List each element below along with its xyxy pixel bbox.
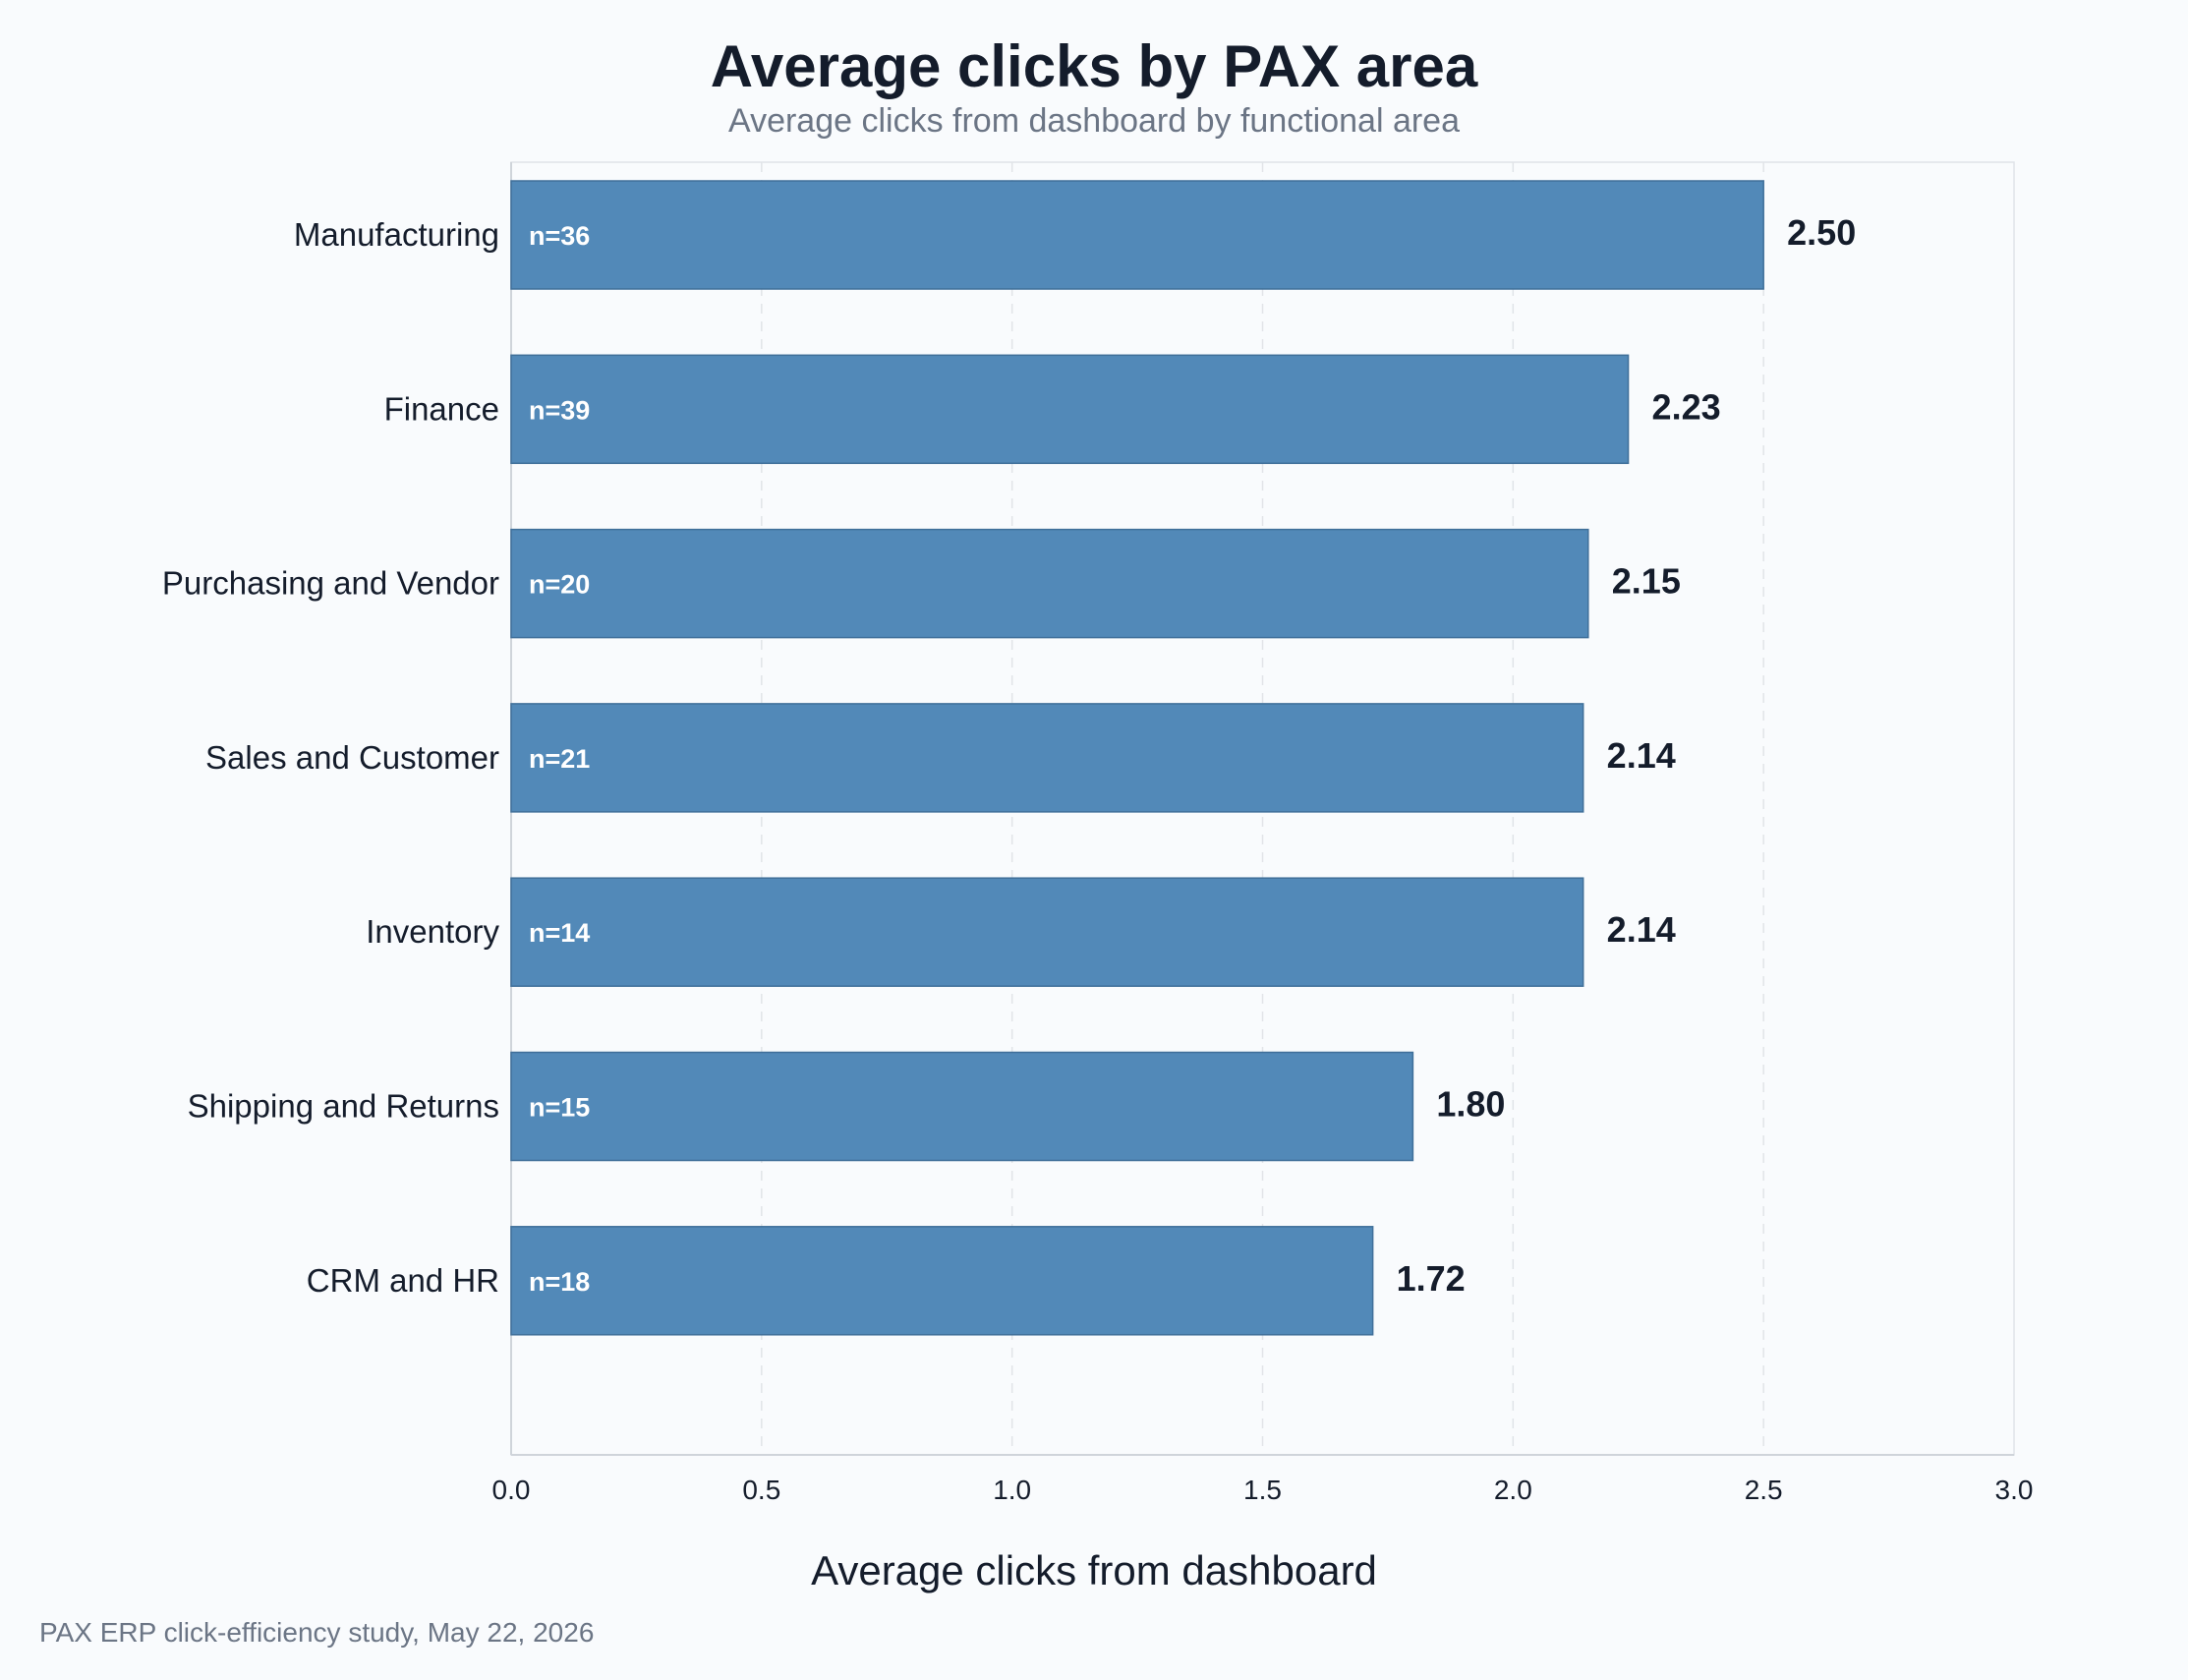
value-label: 2.14: [1607, 909, 1676, 950]
category-label: Purchasing and Vendor: [162, 565, 499, 602]
x-tick-label: 0.5: [742, 1475, 780, 1505]
n-label: n=14: [529, 918, 590, 948]
bar: [510, 877, 1584, 987]
value-label: 2.23: [1652, 386, 1721, 427]
value-label: 2.15: [1612, 561, 1681, 602]
x-axis-label: Average clicks from dashboard: [811, 1547, 1377, 1593]
bar: [510, 1226, 1374, 1336]
bar: [510, 180, 1764, 290]
value-label: 2.14: [1607, 735, 1676, 776]
chart-footer: PAX ERP click-efficiency study, May 22, …: [39, 1617, 594, 1648]
x-tick-label: 2.0: [1494, 1475, 1532, 1505]
n-label: n=18: [529, 1267, 590, 1297]
value-label: 2.50: [1787, 212, 1856, 253]
category-label: Shipping and Returns: [188, 1088, 499, 1125]
bar: [510, 703, 1584, 813]
category-label: CRM and HR: [307, 1262, 499, 1299]
category-label: Inventory: [366, 913, 499, 950]
n-label: n=21: [529, 744, 590, 774]
x-tick-label: 3.0: [1995, 1475, 2034, 1505]
chart-subtitle: Average clicks from dashboard by functio…: [728, 102, 1460, 140]
x-tick-label: 1.5: [1243, 1475, 1282, 1505]
value-label: 1.80: [1436, 1084, 1505, 1125]
x-tick-label: 1.0: [993, 1475, 1031, 1505]
bar: [510, 354, 1630, 465]
x-tick-label: 0.0: [492, 1475, 531, 1505]
n-label: n=20: [529, 570, 590, 600]
x-tick-label: 2.5: [1745, 1475, 1783, 1505]
chart-title: Average clicks by PAX area: [711, 33, 1478, 99]
n-label: n=39: [529, 395, 590, 425]
category-label: Manufacturing: [294, 216, 499, 253]
value-label: 1.72: [1397, 1258, 1466, 1299]
bar: [510, 528, 1589, 639]
n-label: n=36: [529, 221, 590, 251]
bar: [510, 1051, 1414, 1162]
category-label: Finance: [384, 390, 499, 427]
n-label: n=15: [529, 1093, 590, 1123]
plot-area: 0.0 0.5 1.0 1.5 2.0 2.5 3.0 Manufacturing n=36 2.…: [162, 161, 2034, 1505]
category-label: Sales and Customer: [205, 739, 499, 776]
